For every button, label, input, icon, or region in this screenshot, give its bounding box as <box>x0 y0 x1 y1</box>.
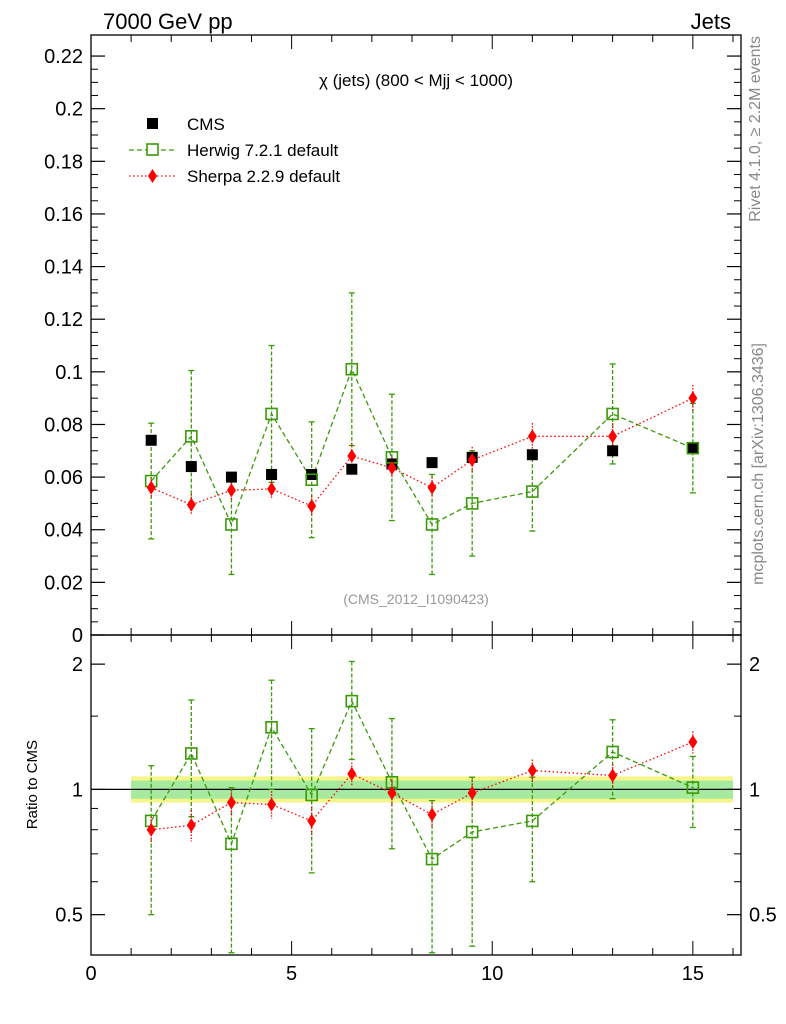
ratio-ytick-label: 1 <box>72 779 83 801</box>
plot-title: χ (jets) (800 < Mjj < 1000) <box>319 71 513 90</box>
herwig-marker <box>345 362 359 376</box>
ratio-xtick-label: 10 <box>481 963 503 985</box>
cms-marker <box>526 449 538 461</box>
herwig-marker <box>686 441 700 455</box>
ratio-herwig-marker <box>225 837 238 851</box>
ratio-xtick-label: 5 <box>286 963 297 985</box>
ratio-sherpa-marker <box>387 786 397 801</box>
legend-cms-label: CMS <box>187 115 225 134</box>
cms-marker <box>346 463 358 475</box>
ratio-herwig-marker <box>465 825 479 839</box>
ratio-sherpa-marker <box>347 766 357 781</box>
ratio-ylabel: Ratio to CMS <box>24 740 41 829</box>
herwig-marker <box>465 497 479 510</box>
header-right: Jets <box>691 9 731 34</box>
legend-sherpa-label: Sherpa 2.2.9 default <box>187 167 340 186</box>
ratio-sherpa-marker <box>688 734 698 749</box>
sherpa-marker <box>267 481 277 496</box>
cms-marker <box>607 445 619 457</box>
main-ytick-label: 0.02 <box>44 572 83 594</box>
herwig-marker <box>425 518 439 531</box>
ratio-plot-frame <box>90 634 742 956</box>
cms-marker <box>225 471 237 483</box>
herwig-marker <box>225 518 238 531</box>
ratio-sherpa-marker <box>226 795 236 810</box>
header-left: 7000 GeV pp <box>103 9 233 34</box>
ratio-herwig-line <box>150 699 694 861</box>
main-ytick-label: 0.08 <box>44 414 83 436</box>
sherpa-marker <box>387 460 397 475</box>
ratio-herwig-marker <box>305 788 318 802</box>
mcplots-label: mcplots.cern.ch [arXiv:1306.3436] <box>750 343 767 585</box>
main-ytick-label: 0.06 <box>44 467 83 489</box>
ratio-herwig-marker <box>345 694 359 708</box>
herwig-line <box>150 367 694 527</box>
ratio-herwig-marker <box>686 781 700 794</box>
sherpa-marker <box>427 480 437 495</box>
herwig-marker <box>185 430 198 443</box>
main-ytick-label: 0.12 <box>44 309 83 331</box>
main-ytick-label: 0.18 <box>44 151 83 173</box>
ratio-herwig-marker <box>606 745 619 759</box>
main-ytick-label: 0.22 <box>44 46 83 68</box>
legend-herwig-label: Herwig 7.2.1 default <box>187 141 338 160</box>
ratio-xtick-label: 15 <box>682 963 704 985</box>
cms-marker <box>266 468 278 480</box>
herwig-marker <box>265 407 278 421</box>
sherpa-marker <box>688 391 698 406</box>
main-ytick-label: 0.16 <box>44 204 83 226</box>
ratio-sherpa-marker <box>527 763 537 778</box>
herwig-marker <box>305 473 318 487</box>
watermark: (CMS_2012_I1090423) <box>343 591 489 607</box>
ratio-sherpa-marker <box>467 786 477 801</box>
sherpa-marker <box>226 483 236 498</box>
ratio-sherpa-marker <box>267 797 277 812</box>
cms-marker <box>426 457 438 469</box>
ratio-ytick-label-right: 2 <box>749 654 760 676</box>
sherpa-marker <box>608 429 618 444</box>
sherpa-marker <box>347 449 357 464</box>
ratio-sherpa-marker <box>146 822 156 837</box>
ratio-ytick-label-right: 0.5 <box>749 905 777 927</box>
ratio-sherpa-marker <box>608 768 618 783</box>
legend-cms-marker <box>147 118 158 129</box>
sherpa-marker <box>307 499 317 514</box>
ratio-sherpa-marker <box>307 813 317 828</box>
ratio-herwig-marker <box>265 721 278 734</box>
sherpa-marker <box>527 429 537 444</box>
ratio-ytick-label: 2 <box>72 654 83 676</box>
ratio-ytick-label-right: 1 <box>749 779 760 801</box>
cms-marker <box>185 461 197 473</box>
sherpa-marker <box>146 480 156 495</box>
main-ytick-label: 0.1 <box>55 362 83 384</box>
ratio-herwig-marker <box>526 814 539 828</box>
main-ytick-label: 0 <box>72 625 83 647</box>
ratio-herwig-marker <box>425 852 439 866</box>
herwig-marker <box>526 485 539 498</box>
main-plot-panel: 0 0.02 0.04 0.06 0.08 0.1 0.12 0.14 0.16 0.18 0.2 0… <box>44 34 742 647</box>
ratio-ytick-label: 0.5 <box>55 905 83 927</box>
legend: CMS Herwig 7.2.1 default Sherpa 2.2.9 de… <box>129 115 340 186</box>
rivet-label: Rivet 4.1.0, ≥ 2.2M events <box>747 36 764 222</box>
legend-herwig-marker <box>146 143 159 156</box>
main-ytick-label: 0.04 <box>44 520 83 542</box>
main-ytick-label: 0.14 <box>44 257 83 279</box>
ratio-herwig-marker <box>185 747 198 760</box>
sherpa-marker <box>467 453 477 467</box>
main-ytick-label: 0.2 <box>55 99 83 121</box>
cms-marker <box>687 442 699 454</box>
ratio-sherpa-marker <box>186 818 196 833</box>
sherpa-marker <box>186 497 196 512</box>
legend-sherpa-marker <box>148 169 157 183</box>
cms-marker <box>145 434 157 446</box>
ratio-sherpa-marker <box>427 807 437 822</box>
ratio-plot-panel: 0.5 0.5 1 1 2 2 0 5 10 15 Ratio to CMS <box>24 634 777 985</box>
ratio-sherpa-line <box>151 741 694 831</box>
ratio-xtick-label: 0 <box>85 963 96 985</box>
herwig-marker <box>606 407 619 421</box>
